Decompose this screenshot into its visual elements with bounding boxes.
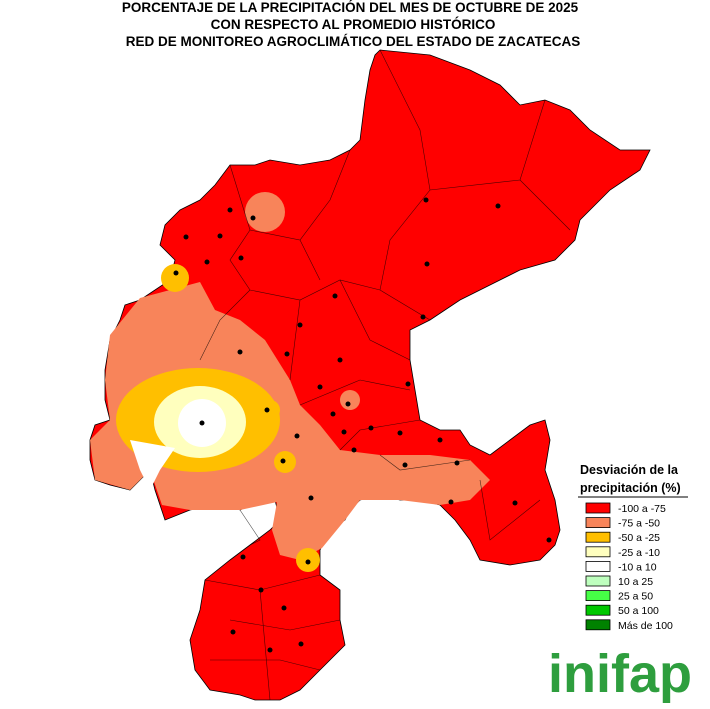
zone xyxy=(340,390,360,410)
legend-label: -50 a -25 xyxy=(618,532,660,544)
state-map xyxy=(89,49,651,701)
legend-label: -25 a -10 xyxy=(618,547,660,559)
title-line: PORCENTAJE DE LA PRECIPITACIÓN DEL MES D… xyxy=(122,0,579,15)
legend-swatch xyxy=(585,546,611,558)
zone xyxy=(90,282,490,560)
legend-title: Desviación de la xyxy=(580,463,679,477)
legend-label: -10 a 10 xyxy=(618,561,657,573)
legend-swatch xyxy=(585,604,611,616)
zone xyxy=(161,264,189,292)
stations xyxy=(173,197,552,653)
legend: Desviación de la precipitación (%) -100 … xyxy=(578,463,688,632)
legend-label: -75 a -50 xyxy=(618,518,660,530)
legend-label: Más de 100 xyxy=(618,620,673,632)
logo: inifap xyxy=(548,644,692,704)
title-line: CON RESPECTO AL PROMEDIO HISTÓRICO xyxy=(211,17,496,32)
zone xyxy=(245,192,285,232)
legend-swatch xyxy=(585,590,611,601)
legend-swatch xyxy=(585,561,611,572)
zone xyxy=(130,440,175,490)
legend-swatch xyxy=(585,517,611,528)
legend-swatch xyxy=(585,619,611,631)
legend-title: precipitación (%) xyxy=(580,481,681,495)
legend-label: 10 a 25 xyxy=(618,576,653,588)
legend-swatch xyxy=(585,531,611,543)
legend-label: 50 a 100 xyxy=(618,605,659,617)
zone xyxy=(260,400,280,420)
municipal-border xyxy=(199,49,571,701)
legend-label: -100 a -75 xyxy=(618,503,666,515)
legend-label: 25 a 50 xyxy=(618,591,653,603)
title-line: RED DE MONITOREO AGROCLIMÁTICO DEL ESTAD… xyxy=(126,34,581,49)
legend-swatch xyxy=(585,575,611,587)
legend-swatch xyxy=(585,502,611,514)
